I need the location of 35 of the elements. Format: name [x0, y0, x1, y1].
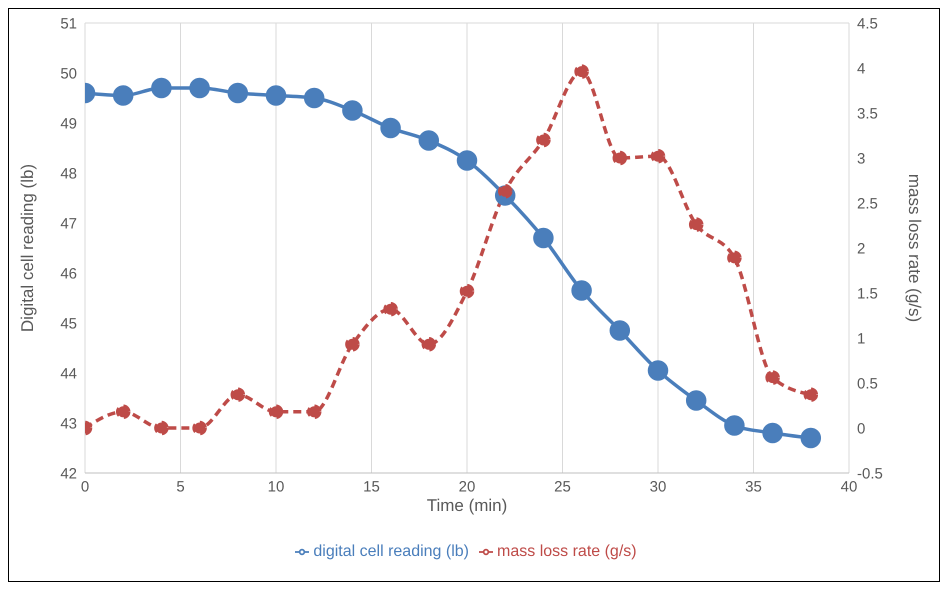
y-tick-label: 45 — [60, 315, 77, 332]
y2-tick-label: 4 — [857, 60, 866, 78]
x-tick-label: 15 — [363, 478, 380, 496]
x-tick-label: 35 — [745, 478, 762, 496]
y2-tick-label: 0 — [857, 420, 866, 438]
y-tick-label: 46 — [60, 265, 77, 282]
y2-tick-label: 3.5 — [857, 105, 878, 122]
y2-tick-label: 2.5 — [857, 195, 878, 212]
y2-tick-label: 0.5 — [857, 375, 878, 392]
x-tick-label: 20 — [458, 478, 476, 496]
y-tick-label: 51 — [60, 15, 77, 32]
y2-tick-label: 1 — [857, 330, 866, 348]
y-tick-label: 47 — [60, 215, 77, 232]
x-tick-label: 0 — [80, 478, 90, 496]
y2-axis-title: mass loss rate (g/s) — [904, 174, 924, 322]
x-tick-label: 25 — [554, 478, 571, 496]
x-tick-label: 30 — [650, 478, 666, 496]
y-tick-label: 43 — [60, 415, 77, 432]
y2-tick-label: 3 — [857, 150, 866, 168]
y2-tick-label: 4.5 — [857, 15, 878, 32]
y-axis-title: Digital cell reading (lb) — [18, 164, 38, 332]
legend-label: mass loss rate (g/s) — [497, 543, 637, 560]
y-tick-label: 50 — [60, 65, 77, 82]
y2-tick-label: 1.5 — [857, 285, 878, 302]
legend-label: digital cell reading (lb) — [313, 543, 470, 560]
x-tick-label: 5 — [176, 478, 185, 496]
y-tick-label: 42 — [60, 465, 77, 482]
x-axis-title: Time (min) — [426, 496, 508, 515]
x-tick-label: 10 — [268, 478, 284, 496]
y2-tick-label: 2 — [857, 240, 866, 258]
y-tick-label: 48 — [60, 165, 77, 182]
y2-tick-label: -0.5 — [857, 465, 883, 482]
y-tick-label: 44 — [60, 365, 77, 382]
x-tick-label: 40 — [840, 478, 858, 496]
y-tick-label: 49 — [60, 115, 77, 132]
